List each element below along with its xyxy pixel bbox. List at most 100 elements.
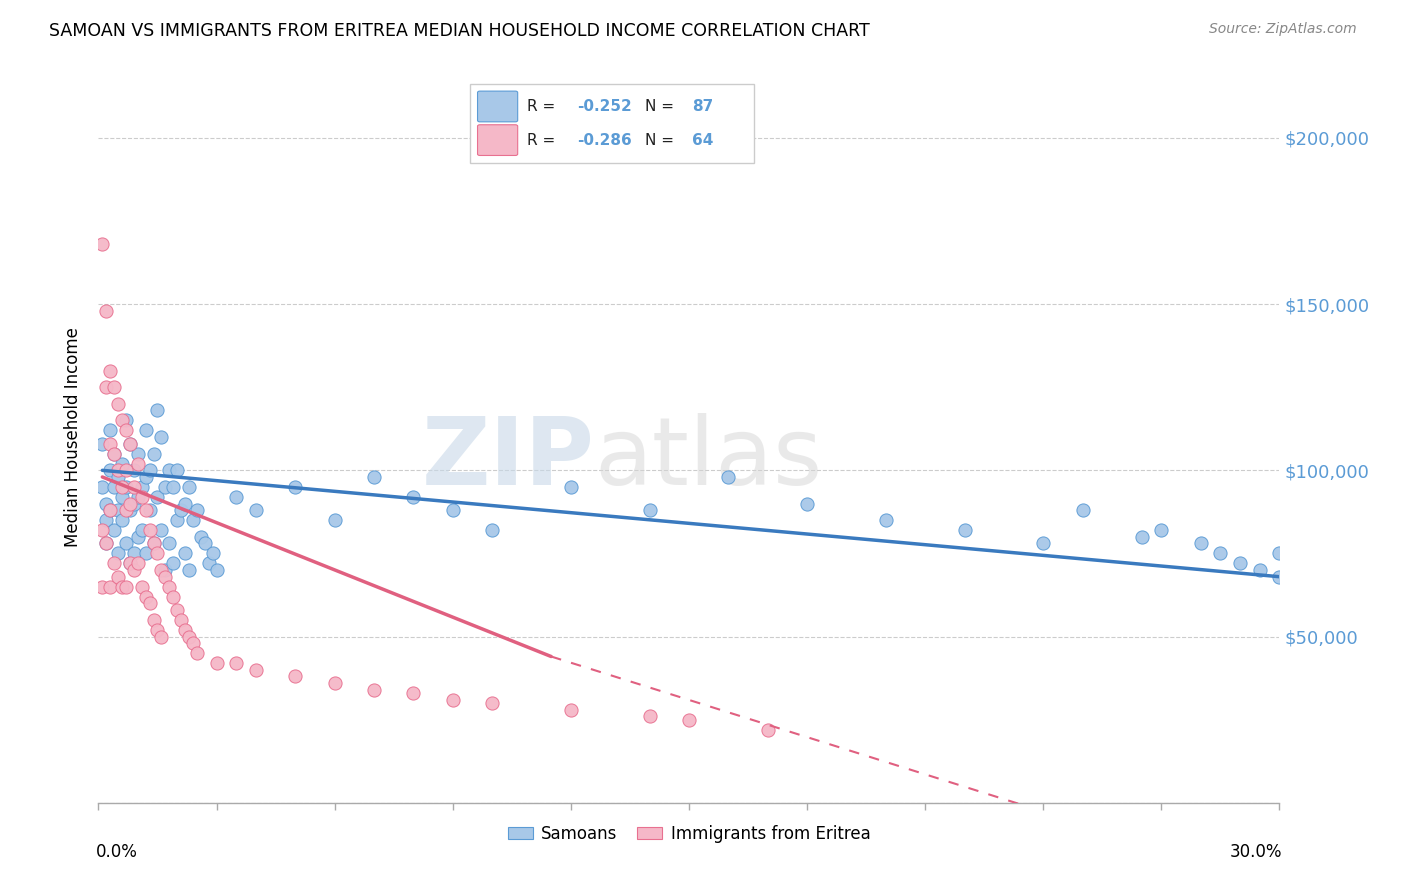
Y-axis label: Median Household Income: Median Household Income xyxy=(65,327,83,547)
Point xyxy=(363,470,385,484)
Point xyxy=(135,546,157,560)
Point xyxy=(155,563,177,577)
Point xyxy=(953,523,976,537)
Point xyxy=(118,503,141,517)
Point xyxy=(98,363,121,377)
Point xyxy=(122,497,145,511)
Point xyxy=(115,413,138,427)
Point xyxy=(98,436,121,450)
Point xyxy=(1288,557,1310,571)
Point xyxy=(146,546,169,560)
Point xyxy=(1249,563,1271,577)
Legend: Samoans, Immigrants from Eritrea: Samoans, Immigrants from Eritrea xyxy=(501,818,877,849)
Point xyxy=(142,447,165,461)
Point xyxy=(155,480,177,494)
Point xyxy=(91,523,114,537)
Point xyxy=(205,563,228,577)
Point xyxy=(107,546,129,560)
Text: N =: N = xyxy=(645,99,679,114)
Point xyxy=(118,436,141,450)
Point xyxy=(142,613,165,627)
Point xyxy=(155,570,177,584)
Point xyxy=(142,536,165,550)
Point xyxy=(122,546,145,560)
Point xyxy=(138,523,160,537)
Point xyxy=(1268,546,1291,560)
Text: -0.252: -0.252 xyxy=(576,99,631,114)
Point xyxy=(177,563,200,577)
Point xyxy=(441,503,464,517)
Point xyxy=(118,557,141,571)
Point xyxy=(186,646,208,660)
Point xyxy=(1268,570,1291,584)
Text: R =: R = xyxy=(527,99,560,114)
Point xyxy=(150,523,173,537)
Point xyxy=(107,397,129,411)
Text: N =: N = xyxy=(645,133,679,148)
Point xyxy=(111,580,134,594)
Point xyxy=(174,497,197,511)
Point xyxy=(166,513,188,527)
Point xyxy=(96,380,118,394)
Point xyxy=(678,713,700,727)
Point xyxy=(98,580,121,594)
Point xyxy=(181,636,204,650)
Point xyxy=(118,557,141,571)
Text: 0.0%: 0.0% xyxy=(96,843,138,861)
Point xyxy=(131,490,153,504)
Point xyxy=(177,480,200,494)
Point xyxy=(118,436,141,450)
Point xyxy=(96,303,118,318)
Point xyxy=(96,536,118,550)
Point xyxy=(103,523,125,537)
Point xyxy=(127,490,149,504)
Point xyxy=(111,457,134,471)
Point xyxy=(138,463,160,477)
Point xyxy=(166,463,188,477)
Point xyxy=(107,570,129,584)
Point xyxy=(127,530,149,544)
Point xyxy=(150,563,173,577)
Point xyxy=(197,557,219,571)
Point xyxy=(91,480,114,494)
Point xyxy=(717,470,740,484)
Point xyxy=(103,380,125,394)
Point xyxy=(122,463,145,477)
Point xyxy=(162,590,184,604)
Point xyxy=(162,557,184,571)
Point xyxy=(205,656,228,670)
Point xyxy=(115,424,138,438)
Point xyxy=(138,503,160,517)
Point xyxy=(150,630,173,644)
Point xyxy=(796,497,818,511)
Point xyxy=(111,413,134,427)
Point xyxy=(245,663,267,677)
Point xyxy=(157,536,180,550)
Point xyxy=(245,503,267,517)
Point xyxy=(201,546,224,560)
Point xyxy=(402,686,425,700)
Point xyxy=(481,696,503,710)
Text: R =: R = xyxy=(527,133,560,148)
Point xyxy=(91,237,114,252)
Point xyxy=(177,630,200,644)
Point xyxy=(131,480,153,494)
Point xyxy=(1071,503,1094,517)
Text: SAMOAN VS IMMIGRANTS FROM ERITREA MEDIAN HOUSEHOLD INCOME CORRELATION CHART: SAMOAN VS IMMIGRANTS FROM ERITREA MEDIAN… xyxy=(49,22,870,40)
Point xyxy=(166,603,188,617)
Text: ZIP: ZIP xyxy=(422,413,595,505)
Point xyxy=(111,490,134,504)
Point xyxy=(115,580,138,594)
Point xyxy=(115,536,138,550)
Point xyxy=(103,480,125,494)
Point xyxy=(135,470,157,484)
Text: 30.0%: 30.0% xyxy=(1229,843,1282,861)
Point xyxy=(142,536,165,550)
FancyBboxPatch shape xyxy=(478,125,517,155)
Point xyxy=(98,503,121,517)
Point xyxy=(157,580,180,594)
Point xyxy=(98,503,121,517)
Point xyxy=(118,497,141,511)
Point xyxy=(127,457,149,471)
Point xyxy=(441,692,464,706)
